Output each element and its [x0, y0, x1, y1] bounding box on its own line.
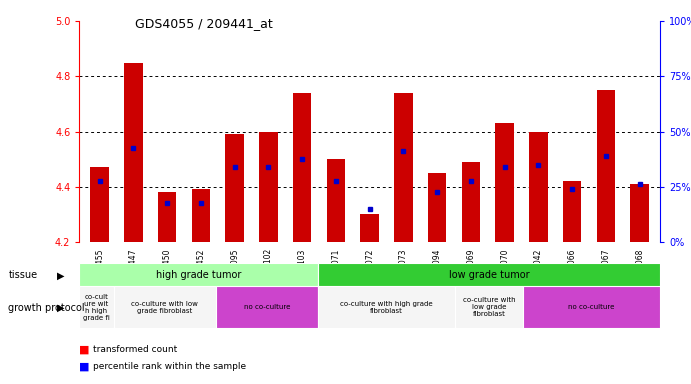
- Bar: [630, 184, 649, 242]
- Bar: [191, 189, 210, 242]
- Bar: [124, 63, 143, 242]
- Bar: [319, 263, 660, 286]
- Text: co-culture with high grade
fibroblast: co-culture with high grade fibroblast: [341, 301, 433, 314]
- Bar: [79, 286, 113, 328]
- Text: ■: ■: [79, 344, 90, 354]
- Bar: [113, 286, 216, 328]
- Bar: [563, 181, 581, 242]
- Bar: [495, 123, 514, 242]
- Text: co-culture with
low grade
fibroblast: co-culture with low grade fibroblast: [463, 297, 515, 317]
- Bar: [523, 286, 660, 328]
- Text: growth protocol: growth protocol: [8, 303, 85, 313]
- Bar: [529, 132, 548, 242]
- Text: percentile rank within the sample: percentile rank within the sample: [93, 362, 247, 371]
- Text: transformed count: transformed count: [93, 345, 178, 354]
- Bar: [327, 159, 346, 242]
- Text: GDS4055 / 209441_at: GDS4055 / 209441_at: [135, 17, 272, 30]
- Bar: [293, 93, 312, 242]
- Bar: [225, 134, 244, 242]
- Text: ▶: ▶: [57, 270, 64, 280]
- Bar: [158, 192, 176, 242]
- Text: low grade tumor: low grade tumor: [449, 270, 529, 280]
- Text: tissue: tissue: [8, 270, 37, 280]
- Bar: [79, 263, 319, 286]
- Bar: [428, 173, 446, 242]
- Text: no co-culture: no co-culture: [244, 304, 290, 310]
- Bar: [394, 93, 413, 242]
- Bar: [319, 286, 455, 328]
- Text: ▶: ▶: [57, 303, 64, 313]
- Text: ■: ■: [79, 362, 90, 372]
- Text: no co-culture: no co-culture: [569, 304, 615, 310]
- Bar: [259, 132, 278, 242]
- Bar: [455, 286, 523, 328]
- Bar: [91, 167, 109, 242]
- Bar: [462, 162, 480, 242]
- Text: co-cult
ure wit
h high
grade fi: co-cult ure wit h high grade fi: [83, 294, 110, 321]
- Bar: [216, 286, 319, 328]
- Text: co-culture with low
grade fibroblast: co-culture with low grade fibroblast: [131, 301, 198, 314]
- Bar: [361, 214, 379, 242]
- Text: high grade tumor: high grade tumor: [156, 270, 242, 280]
- Bar: [596, 90, 615, 242]
